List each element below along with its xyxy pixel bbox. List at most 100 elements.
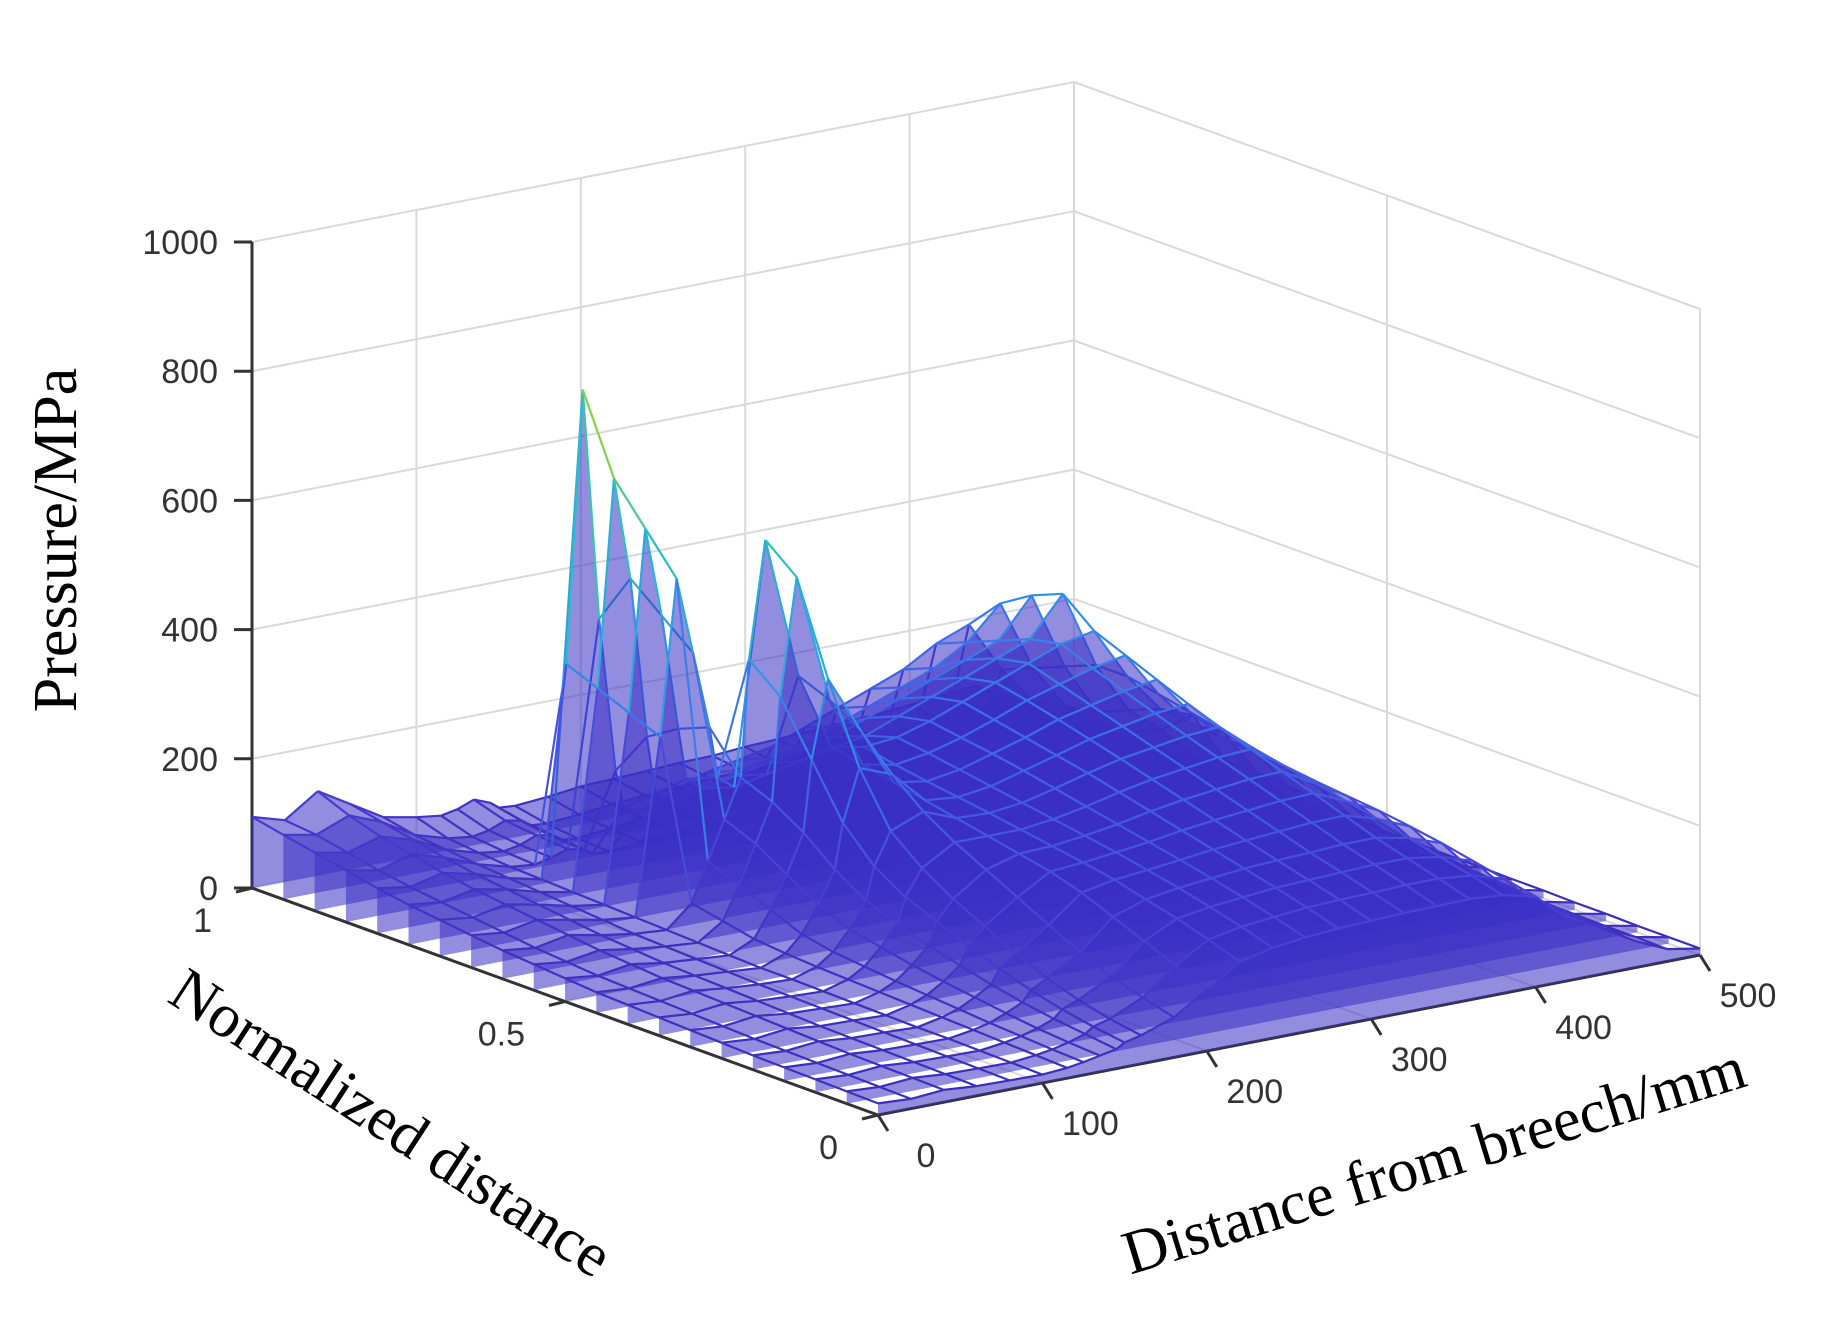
surface-segment xyxy=(1083,1054,1101,1064)
surface-mesh-line xyxy=(1275,886,1308,909)
surface-mesh-line xyxy=(785,1049,818,1064)
surface-segment xyxy=(691,1002,726,1015)
surface-mesh-line xyxy=(1084,1033,1117,1051)
surface-mesh-line xyxy=(964,676,996,684)
surface-segment xyxy=(788,1007,822,1015)
surface-segment xyxy=(412,838,447,851)
surface-segment xyxy=(757,995,791,1002)
surface-segment xyxy=(897,696,932,718)
surface-segment xyxy=(471,931,505,937)
surface-mesh-line xyxy=(1020,828,1053,847)
surface-segment xyxy=(879,923,899,948)
x-tick-label: 200 xyxy=(1226,1073,1283,1111)
surface-mesh-line xyxy=(1000,594,1032,605)
surface-mesh-line xyxy=(1207,938,1241,963)
surface-segment xyxy=(993,699,1028,721)
surface-segment xyxy=(841,767,861,824)
surface-mesh-line xyxy=(1309,851,1343,874)
surface-mesh-line xyxy=(926,780,959,799)
surface-segment xyxy=(1273,906,1308,919)
surface-mesh-line xyxy=(769,908,803,935)
surface-mesh-line xyxy=(753,937,786,955)
surface-segment xyxy=(1209,896,1244,909)
surface-segment xyxy=(533,960,567,966)
surface-mesh-line xyxy=(817,904,851,931)
surface-segment xyxy=(708,727,719,778)
surface-mesh-line xyxy=(1375,836,1408,860)
surface-mesh-line xyxy=(847,1073,880,1088)
surface-segment xyxy=(816,1052,851,1064)
surface-mesh-line xyxy=(786,873,819,906)
surface-mesh-line xyxy=(952,897,986,928)
surface-mesh-line xyxy=(865,734,898,739)
surface-segment xyxy=(1247,799,1281,812)
surface-segment xyxy=(612,478,632,579)
surface-segment xyxy=(1035,1048,1053,1057)
surface-segment xyxy=(1215,778,1250,791)
surface-mesh-line xyxy=(689,1029,722,1044)
surface-segment xyxy=(865,715,900,737)
surface-mesh-line xyxy=(411,853,444,874)
surface-segment xyxy=(444,856,478,866)
surface-segment xyxy=(378,853,413,872)
surface-mesh-line xyxy=(1036,1027,1070,1044)
surface-segment xyxy=(1275,878,1309,889)
surface-segment xyxy=(628,977,663,990)
surface-segment xyxy=(721,885,741,922)
surface-segment xyxy=(916,1016,943,1029)
surface-mesh-line xyxy=(282,833,316,854)
surface-mesh-line xyxy=(991,752,1025,772)
surface-segment xyxy=(416,814,442,819)
surface-mesh-line xyxy=(821,1007,854,1022)
surface-segment xyxy=(1174,938,1210,967)
surface-mesh-line xyxy=(476,863,510,880)
surface-segment xyxy=(802,759,813,833)
surface-mesh-line xyxy=(1243,867,1277,889)
surface-mesh-line xyxy=(1146,869,1180,889)
surface-mesh-line xyxy=(883,1031,916,1046)
surface-mesh-line xyxy=(628,987,661,1003)
surface-mesh-line xyxy=(1441,842,1474,862)
surface-mesh-line xyxy=(771,800,805,834)
surface-mesh-line xyxy=(1154,712,1188,737)
surface-mesh-line xyxy=(1031,592,1063,597)
surface-segment xyxy=(722,1014,757,1028)
surface-mesh-line xyxy=(957,796,990,814)
surface-mesh-line xyxy=(1339,898,1372,922)
surface-mesh-line xyxy=(1246,809,1280,833)
surface-segment xyxy=(1023,754,1058,772)
surface-segment xyxy=(571,688,599,893)
surface-mesh-line xyxy=(1120,757,1153,781)
surface-segment xyxy=(502,946,536,952)
surface-mesh-line xyxy=(1179,858,1213,880)
surface-mesh-line xyxy=(1408,836,1441,858)
surface-mesh-line xyxy=(692,989,726,1005)
surface-segment xyxy=(863,946,882,968)
surface-mesh-line xyxy=(932,676,965,681)
surface-mesh-line xyxy=(870,686,902,690)
surface-segment xyxy=(1082,851,1117,864)
surface-segment xyxy=(833,822,844,870)
surface-segment xyxy=(1021,989,1032,1003)
surface-segment xyxy=(472,829,490,838)
surface-segment xyxy=(941,1007,959,1019)
surface-segment xyxy=(1370,912,1405,922)
surface-segment xyxy=(926,768,960,783)
surface-mesh-line xyxy=(868,697,901,708)
surface-mesh-line xyxy=(694,974,727,990)
surface-segment xyxy=(921,841,956,869)
surface-mesh-line xyxy=(596,687,630,714)
surface-mesh-line xyxy=(847,978,880,994)
surface-mesh-line xyxy=(895,980,928,997)
surface-segment xyxy=(1239,946,1274,963)
surface-mesh-line xyxy=(988,812,1022,831)
surface-mesh-line xyxy=(974,996,1007,1015)
surface-segment xyxy=(912,1073,946,1079)
x-tick-mark xyxy=(1698,954,1712,972)
surface-segment xyxy=(959,752,993,771)
surface-mesh-line xyxy=(915,1043,948,1058)
x-tick-label: 400 xyxy=(1555,1009,1612,1047)
surface-mesh-line xyxy=(1018,852,1051,873)
surface-segment xyxy=(785,1040,819,1052)
